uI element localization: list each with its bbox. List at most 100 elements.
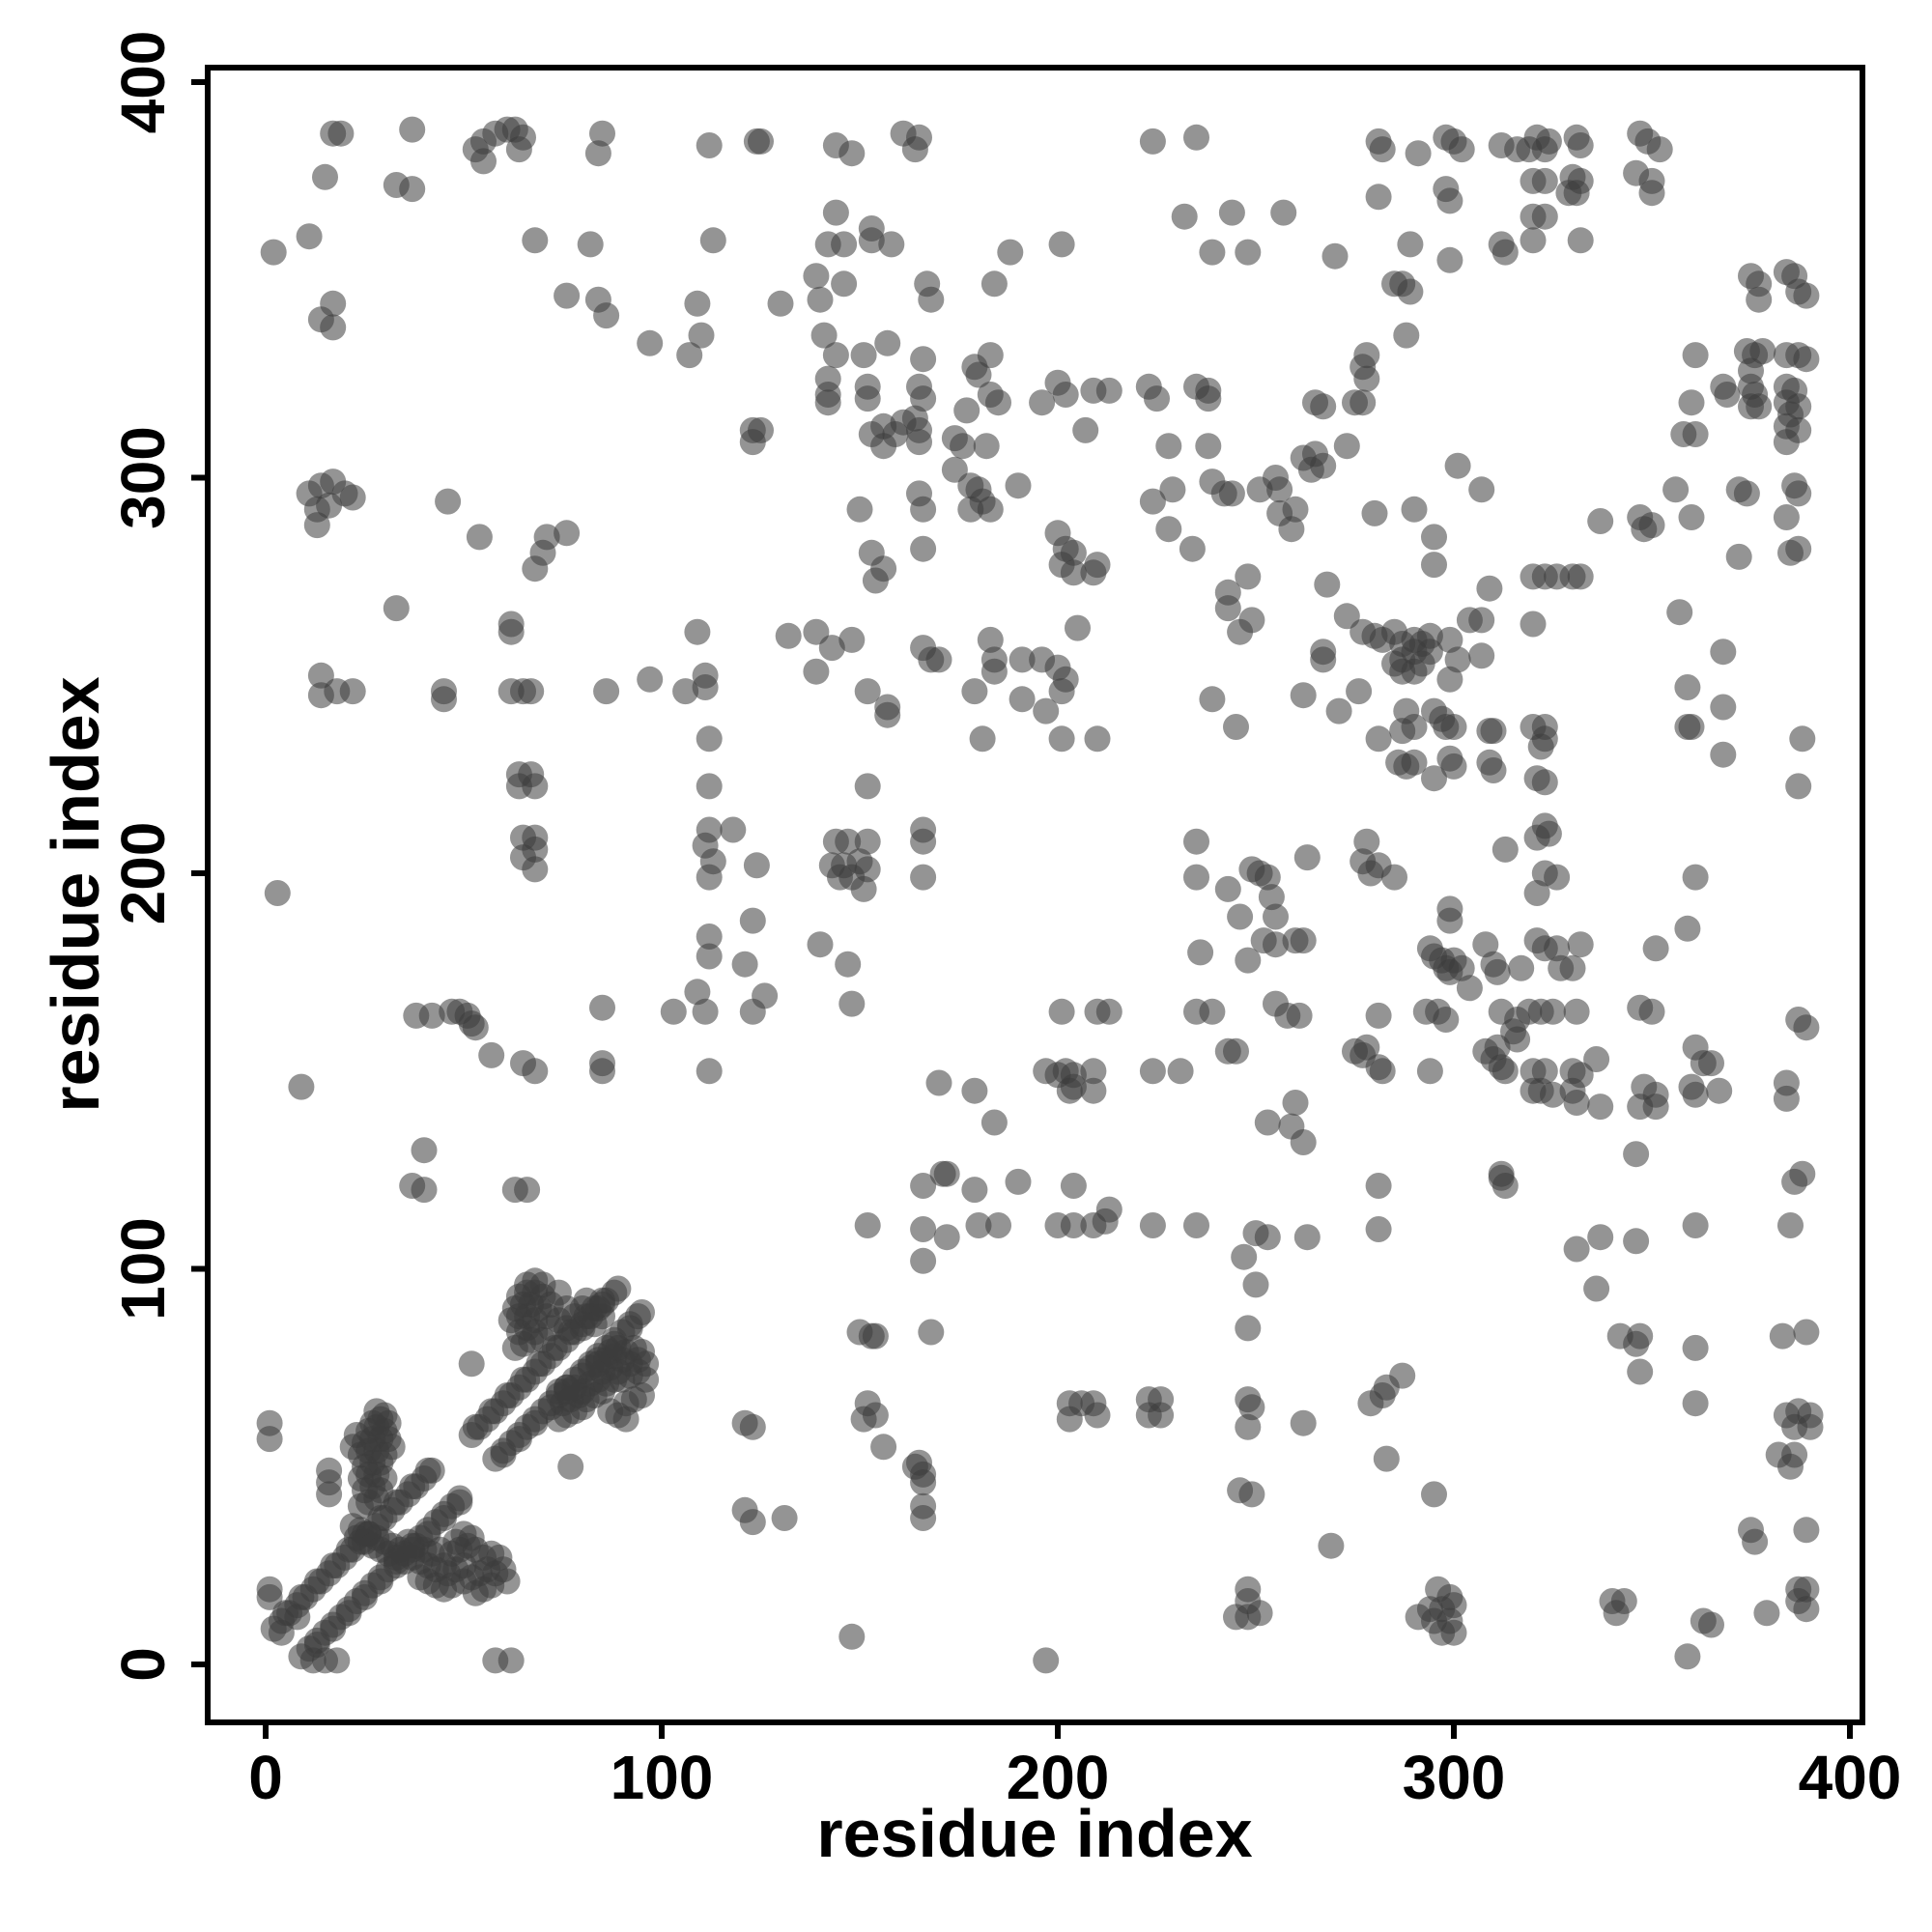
data-point bbox=[260, 239, 287, 266]
data-point bbox=[352, 1583, 378, 1610]
data-point bbox=[593, 302, 620, 329]
data-point bbox=[850, 875, 877, 902]
data-point bbox=[303, 1632, 330, 1658]
y-axis-title: residue index bbox=[38, 676, 113, 1112]
data-point bbox=[838, 140, 866, 167]
data-point bbox=[1436, 246, 1463, 273]
data-point bbox=[411, 1177, 438, 1204]
x-axis-ticks: 0 100 200 300 400 bbox=[248, 1722, 1901, 1812]
data-point bbox=[320, 314, 347, 341]
data-point bbox=[1421, 552, 1447, 579]
data-point bbox=[1587, 1224, 1614, 1251]
data-point bbox=[1710, 639, 1737, 666]
data-point bbox=[1005, 472, 1032, 499]
data-point bbox=[288, 1583, 315, 1610]
data-point bbox=[910, 1469, 937, 1496]
data-point bbox=[312, 163, 338, 190]
y-tick-label: 0 bbox=[108, 1647, 178, 1682]
y-tick-label: 100 bbox=[108, 1217, 178, 1321]
data-point bbox=[363, 1398, 390, 1425]
data-point bbox=[478, 1398, 505, 1425]
data-point bbox=[1346, 678, 1373, 705]
data-point bbox=[1369, 1058, 1396, 1085]
data-point bbox=[1563, 1236, 1590, 1263]
data-point bbox=[1033, 697, 1060, 724]
data-point bbox=[612, 1406, 639, 1433]
data-point bbox=[1365, 184, 1392, 211]
data-point bbox=[684, 979, 711, 1006]
data-point bbox=[1678, 389, 1705, 416]
data-point bbox=[339, 1434, 366, 1461]
data-point bbox=[1742, 1528, 1769, 1555]
data-point bbox=[1523, 880, 1550, 906]
data-point bbox=[1480, 718, 1507, 745]
data-point bbox=[890, 409, 917, 436]
data-point bbox=[1353, 1034, 1380, 1061]
data-point bbox=[1290, 927, 1317, 954]
data-point bbox=[1682, 342, 1709, 369]
data-point bbox=[699, 227, 726, 254]
data-point bbox=[589, 1291, 615, 1318]
data-points-layer bbox=[256, 116, 1824, 1674]
data-point bbox=[1369, 136, 1396, 163]
data-point bbox=[1148, 1402, 1175, 1429]
data-point bbox=[835, 951, 862, 978]
data-point bbox=[1357, 1390, 1384, 1417]
data-point bbox=[1587, 1094, 1614, 1121]
data-point bbox=[1638, 998, 1665, 1025]
data-point bbox=[739, 1413, 766, 1440]
data-point bbox=[1321, 242, 1349, 270]
data-point bbox=[850, 342, 877, 369]
data-point bbox=[1492, 1173, 1519, 1199]
data-point bbox=[1484, 1034, 1511, 1061]
data-point bbox=[1777, 1453, 1804, 1480]
data-point bbox=[910, 864, 937, 891]
data-point bbox=[1084, 1402, 1111, 1429]
data-point bbox=[1448, 136, 1475, 163]
data-point bbox=[1682, 1334, 1709, 1361]
data-point bbox=[818, 635, 845, 662]
data-point bbox=[1263, 931, 1289, 958]
data-point bbox=[1793, 282, 1820, 309]
data-point bbox=[1214, 875, 1241, 902]
data-point bbox=[1167, 1058, 1194, 1085]
data-point bbox=[1781, 1168, 1808, 1195]
data-point bbox=[1440, 1619, 1467, 1646]
data-point bbox=[1555, 180, 1582, 207]
data-point bbox=[980, 1109, 1008, 1136]
data-point bbox=[1005, 1168, 1032, 1195]
data-point bbox=[1080, 1058, 1107, 1085]
data-point bbox=[1421, 1481, 1447, 1508]
data-point bbox=[529, 1326, 556, 1353]
data-point bbox=[838, 1623, 866, 1650]
data-point bbox=[910, 1216, 937, 1242]
data-point bbox=[676, 342, 703, 369]
data-point bbox=[1642, 935, 1669, 962]
data-point bbox=[1286, 1002, 1313, 1029]
data-point bbox=[1095, 998, 1122, 1025]
data-point bbox=[1733, 480, 1760, 507]
data-point bbox=[980, 270, 1008, 298]
data-point bbox=[1029, 389, 1056, 416]
data-point bbox=[803, 658, 830, 685]
data-point bbox=[514, 1177, 541, 1204]
data-point bbox=[910, 535, 937, 562]
data-point bbox=[862, 1322, 889, 1350]
data-point bbox=[1421, 524, 1447, 551]
data-point bbox=[1448, 954, 1475, 981]
data-point bbox=[1401, 496, 1428, 523]
data-point bbox=[835, 828, 862, 855]
data-point bbox=[692, 998, 719, 1025]
data-point bbox=[554, 282, 581, 309]
data-point bbox=[522, 773, 549, 800]
data-point bbox=[1416, 639, 1443, 666]
data-point bbox=[1381, 270, 1407, 298]
data-point bbox=[1531, 1058, 1558, 1085]
data-point bbox=[1789, 725, 1816, 753]
data-point bbox=[1444, 646, 1471, 673]
data-point bbox=[1540, 998, 1566, 1025]
data-point bbox=[1333, 433, 1360, 460]
data-point bbox=[1793, 1596, 1820, 1623]
data-point bbox=[1139, 1058, 1166, 1085]
data-point bbox=[910, 385, 937, 412]
